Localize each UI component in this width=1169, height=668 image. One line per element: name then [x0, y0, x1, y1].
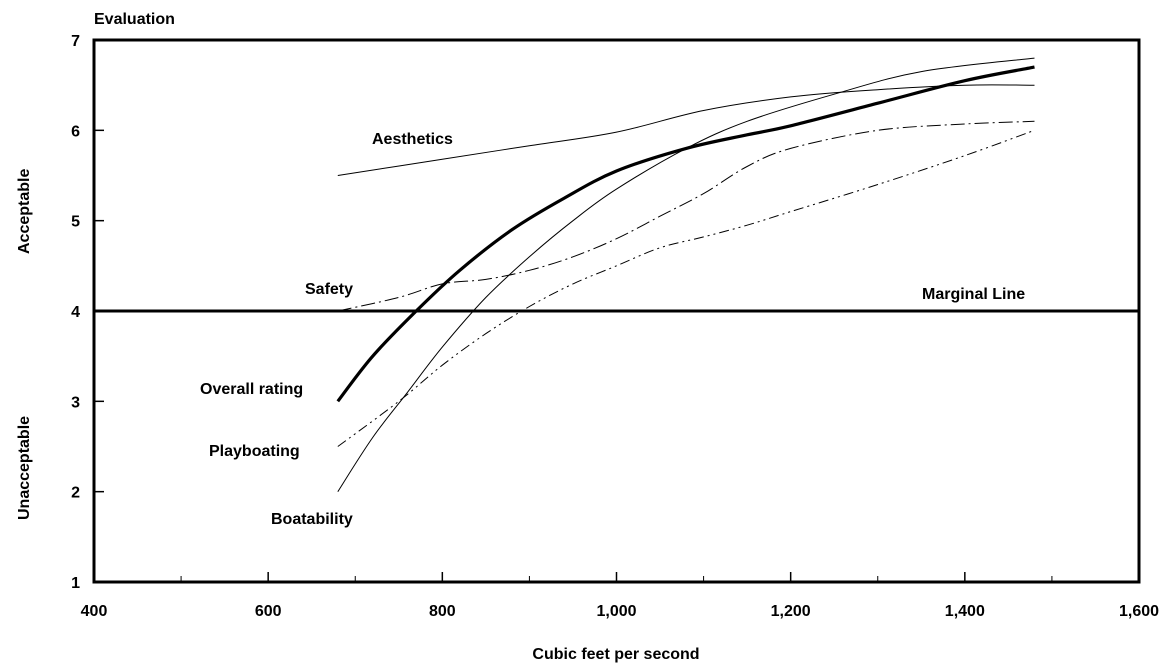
x-tick-label-1400: 1,400 [945, 603, 985, 620]
y-axis-ticks: 1 2 3 4 5 6 7 [71, 33, 104, 592]
series-label-safety: Safety [305, 281, 353, 298]
x-tick-label-400: 400 [81, 603, 108, 620]
x-tick-label-600: 600 [255, 603, 282, 620]
y-region-label-unacceptable: Unacceptable [16, 416, 33, 520]
x-tick-label-800: 800 [429, 603, 456, 620]
x-tick-label-1600: 1,600 [1119, 603, 1159, 620]
series-label-overall-rating: Overall rating [200, 381, 303, 398]
y-tick-label-2: 2 [71, 485, 80, 502]
chart-title: Evaluation [94, 11, 175, 28]
x-axis-ticks: 400 600 800 1,000 1,200 1,400 1,600 [81, 572, 1159, 620]
series-label-playboating: Playboating [209, 443, 300, 460]
y-tick-label-3: 3 [71, 394, 80, 411]
x-axis-title: Cubic feet per second [532, 646, 699, 663]
series-line-overall-rating [336, 65, 1035, 403]
y-region-label-acceptable: Acceptable [16, 169, 33, 254]
series-label-aesthetics: Aesthetics [372, 131, 453, 148]
y-tick-label-7: 7 [71, 33, 80, 50]
series-line-playboating [337, 129, 1035, 447]
y-tick-label-4: 4 [71, 304, 80, 321]
series-line-boatability [337, 57, 1035, 492]
y-tick-label-1: 1 [71, 575, 80, 592]
series-layer [336, 57, 1035, 492]
y-tick-label-5: 5 [71, 214, 80, 231]
x-tick-label-1200: 1,200 [771, 603, 811, 620]
marginal-line-label: Marginal Line [922, 286, 1025, 303]
x-tick-label-1000: 1,000 [596, 603, 636, 620]
series-label-boatability: Boatability [271, 511, 353, 528]
y-tick-label-6: 6 [71, 123, 80, 140]
series-line-aesthetics [337, 84, 1035, 176]
